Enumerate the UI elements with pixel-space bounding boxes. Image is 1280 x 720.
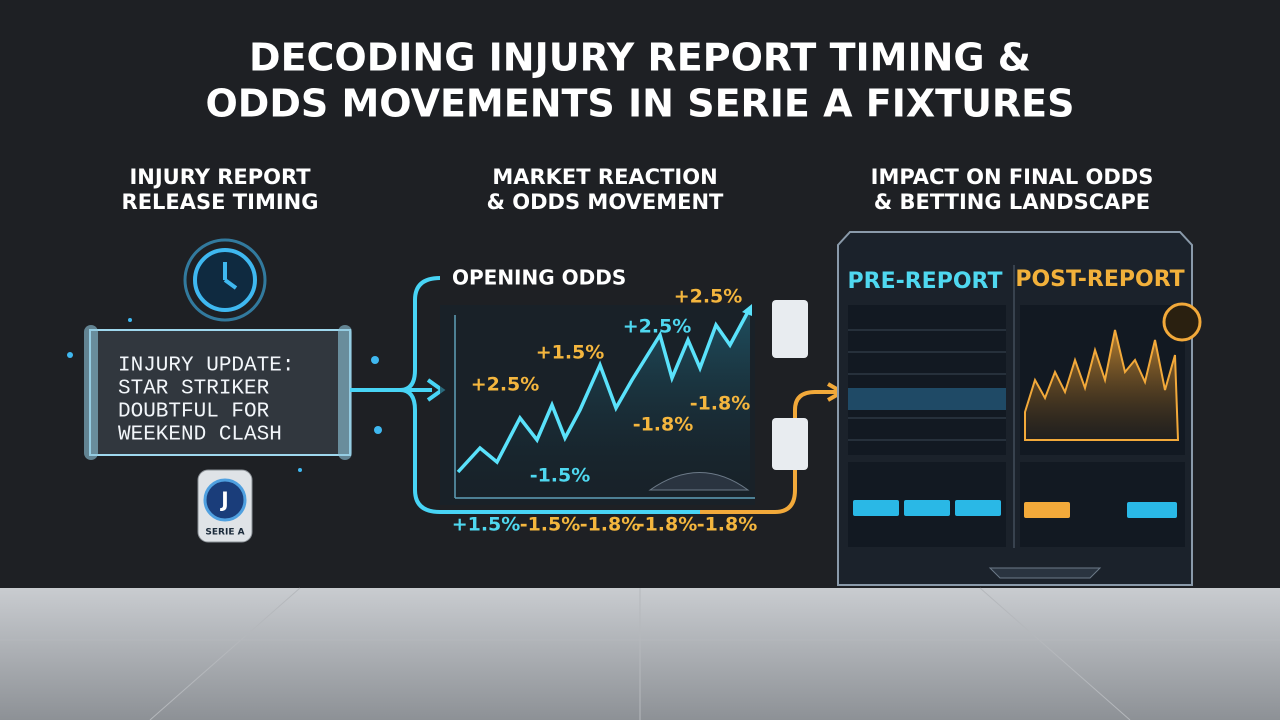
clock-icon — [183, 238, 267, 322]
serie-a-badge: J — [197, 469, 253, 543]
floor-lines — [0, 587, 1280, 720]
section-heading: MARKET REACTION — [492, 165, 717, 189]
odds-change: +1.5% — [452, 514, 521, 536]
odds-change: -1.8% — [637, 514, 698, 536]
badge-text: SERIE A — [205, 528, 244, 538]
chart-annotation: -1.5% — [530, 465, 591, 487]
section-heading: RELEASE TIMING — [122, 190, 319, 214]
chart-label: OPENING ODDS — [452, 266, 626, 290]
chart-annotation: -1.8% — [690, 393, 751, 415]
injury-text: STAR STRIKER — [118, 378, 270, 401]
section-heading: IMPACT ON FINAL ODDS — [871, 165, 1154, 189]
post-report-label: POST-REPORT — [1015, 267, 1184, 292]
chart-annotation: +1.5% — [536, 342, 605, 364]
chart-annotation: +2.5% — [674, 286, 743, 308]
dashboard — [837, 231, 1202, 586]
section-heading: INJURY REPORT — [129, 165, 311, 189]
connector — [350, 276, 700, 514]
title-line: ODDS MOVEMENTS IN SERIE A FIXTURES — [205, 82, 1074, 126]
injury-text: DOUBTFUL FOR — [118, 401, 270, 424]
title-line: DECODING INJURY REPORT TIMING & — [249, 36, 1031, 80]
odds-change: -1.8% — [697, 514, 758, 536]
section-heading: & ODDS MOVEMENT — [487, 190, 724, 214]
chart-annotation: +2.5% — [471, 374, 540, 396]
injury-text: WEEKEND CLASH — [118, 424, 282, 447]
chart-annotation: -1.8% — [633, 414, 694, 436]
section-heading: & BETTING LANDSCAPE — [874, 190, 1150, 214]
pre-report-label: PRE-REPORT — [848, 269, 1003, 294]
market-chart — [440, 300, 808, 505]
injury-panel — [67, 318, 382, 472]
svg-text:J: J — [219, 488, 228, 512]
injury-text: INJURY UPDATE: — [118, 355, 294, 378]
odds-change: -1.5% — [520, 514, 581, 536]
odds-change: -1.8% — [580, 514, 641, 536]
chart-annotation: +2.5% — [623, 316, 692, 338]
